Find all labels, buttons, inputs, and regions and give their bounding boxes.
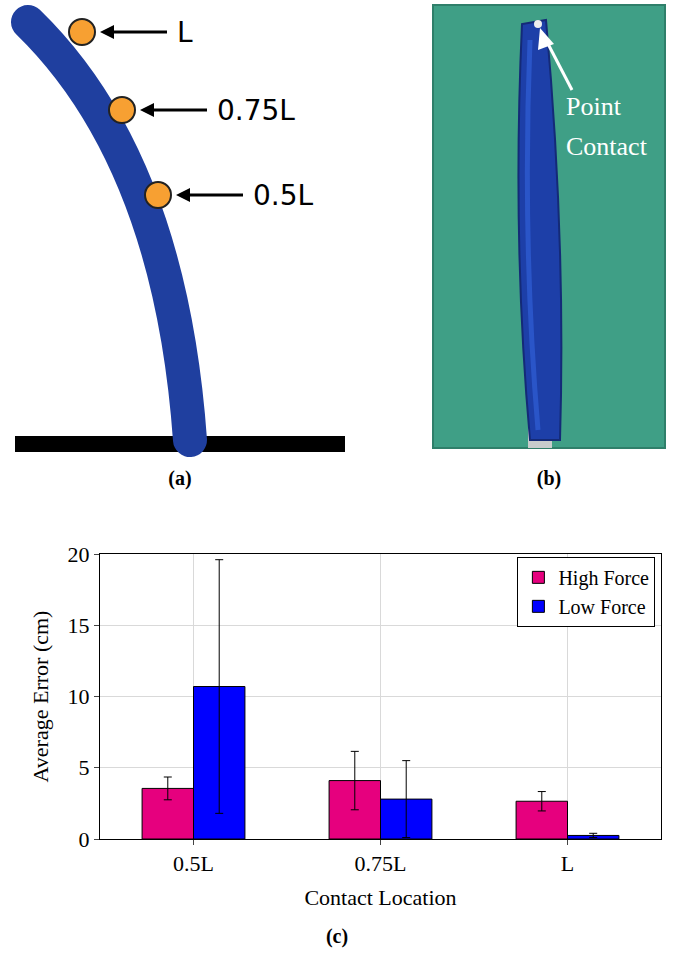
svg-text:0.75L: 0.75L (217, 94, 295, 127)
svg-text:0.75L: 0.75L (355, 851, 407, 876)
svg-text:Average Error (cm): Average Error (cm) (28, 611, 53, 783)
svg-text:0: 0 (79, 827, 90, 852)
html-text:(c): (c) (325, 925, 349, 947)
svg-text:Low Force: Low Force (558, 596, 645, 618)
svg-text:10: 10 (68, 684, 90, 709)
svg-text:(b): (b) (537, 467, 561, 490)
svg-text:15: 15 (68, 613, 90, 638)
svg-text:L: L (561, 851, 574, 876)
svg-text:0.5L: 0.5L (173, 851, 214, 876)
svg-text:Contact: Contact (566, 132, 648, 161)
svg-text:Point: Point (566, 92, 622, 121)
svg-text:High Force: High Force (558, 567, 649, 590)
svg-text:Contact Location: Contact Location (304, 885, 456, 910)
svg-text:L: L (177, 16, 193, 49)
svg-text:0.5L: 0.5L (253, 179, 314, 212)
svg-text:20: 20 (68, 542, 90, 567)
svg-text:5: 5 (79, 755, 90, 780)
svg-text:(a): (a) (168, 467, 191, 490)
